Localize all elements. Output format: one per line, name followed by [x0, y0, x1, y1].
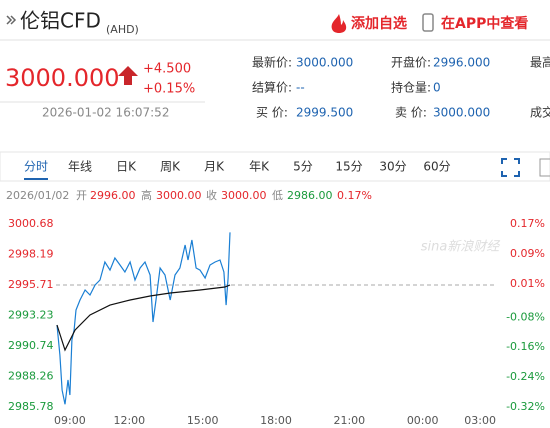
stat-value: 3000.000	[296, 56, 353, 70]
stat-label: 结算价:	[252, 80, 292, 95]
y-tick-label: 3000.68	[8, 217, 54, 230]
info-value: 3000.00	[221, 189, 267, 202]
y2-tick-label: 0.01%	[510, 277, 545, 290]
y2-tick-label: 0.09%	[510, 247, 545, 260]
y2-tick-label: -0.32%	[506, 400, 545, 413]
info-percent: 0.17%	[337, 189, 372, 202]
fullscreen-icon[interactable]	[501, 158, 520, 177]
y-tick-label: 2998.19	[8, 248, 54, 261]
info-label: 开	[76, 189, 87, 202]
change: +4.500	[143, 62, 191, 77]
tab[interactable]: 30分	[379, 160, 406, 174]
y2-tick-label: -0.16%	[506, 340, 545, 353]
tab[interactable]: 周K	[160, 160, 181, 174]
info-value: 2996.00	[90, 189, 136, 202]
y-tick-label: 2985.78	[8, 400, 54, 413]
tab[interactable]: 5分	[293, 160, 313, 174]
open-app[interactable]: 在APP中查看	[441, 15, 528, 32]
y-tick-label: 2988.26	[8, 370, 54, 383]
tab[interactable]: 15分	[335, 160, 362, 174]
info-value: 2986.00	[287, 189, 333, 202]
y2-tick-label: -0.24%	[506, 370, 545, 383]
price: 3000.000	[5, 64, 120, 92]
stat-value: 2999.500	[296, 106, 353, 120]
tab-bar	[0, 151, 550, 182]
tab[interactable]: 分时	[24, 160, 48, 174]
stat-label: 买 价:	[256, 106, 288, 120]
tabs: 分时 年线 日K 周K 月K 年K 5分 15分 30分 60分	[24, 160, 451, 174]
info-label: 低	[272, 189, 283, 202]
tab[interactable]: 年线	[68, 160, 92, 174]
add-favorite[interactable]: 添加自选	[351, 15, 407, 32]
stat-value: 2996.000	[433, 56, 490, 70]
price-line	[56, 232, 231, 405]
x-tick-label: 21:00	[333, 414, 365, 427]
info-value: 3000.00	[156, 189, 202, 202]
up-arrow	[118, 66, 138, 85]
y-tick-label: 2993.23	[8, 309, 54, 322]
x-tick-label: 00:00	[407, 414, 439, 427]
stat-label: 开盘价:	[391, 55, 431, 70]
info-label: 高	[141, 188, 152, 202]
tab[interactable]: 年K	[249, 160, 270, 174]
x-tick-label: 12:00	[113, 414, 145, 427]
tab[interactable]: 日K	[116, 160, 137, 174]
stat-label: 最新价:	[252, 55, 292, 70]
x-tick-label: 18:00	[260, 414, 292, 427]
y2-tick-label: 0.17%	[510, 217, 545, 230]
phone-icon[interactable]	[422, 13, 434, 32]
x-tick-label: 15:00	[187, 414, 219, 427]
y-tick-label: 2995.71	[8, 278, 54, 291]
x-tick-label: 09:00	[54, 414, 86, 427]
stat-value: 0	[433, 81, 441, 95]
price-line	[56, 284, 231, 352]
title-icon	[6, 15, 17, 25]
quote-time: 2026-01-02 16:07:52	[42, 106, 169, 120]
tab[interactable]: 月K	[204, 160, 225, 174]
code: (AHD)	[106, 23, 139, 36]
tab[interactable]: 60分	[423, 160, 450, 174]
y-tick-label: 2990.74	[8, 339, 54, 352]
percent: +0.15%	[143, 82, 195, 97]
watermark: sina新浪财经	[421, 239, 502, 255]
favorite-icon[interactable]	[331, 14, 347, 33]
title: 伦铝CFD	[20, 9, 101, 33]
stat-label: 最高	[530, 55, 550, 70]
stat-label: 持仓量:	[391, 80, 431, 95]
stat-label: 卖 价:	[395, 106, 427, 120]
stat-value: 3000.000	[433, 106, 490, 120]
more-icon[interactable]	[539, 158, 550, 177]
x-tick-label: 03:00	[464, 414, 496, 427]
info-date: 2026/01/02	[6, 189, 69, 202]
info-label: 收	[206, 188, 217, 202]
stat-value: --	[296, 81, 305, 95]
y2-tick-label: -0.08%	[506, 310, 545, 323]
chart: 3000.68 2998.19 2995.71 2993.23 2990.74 2988.…	[8, 217, 545, 427]
stat-label: 成交	[530, 105, 550, 120]
